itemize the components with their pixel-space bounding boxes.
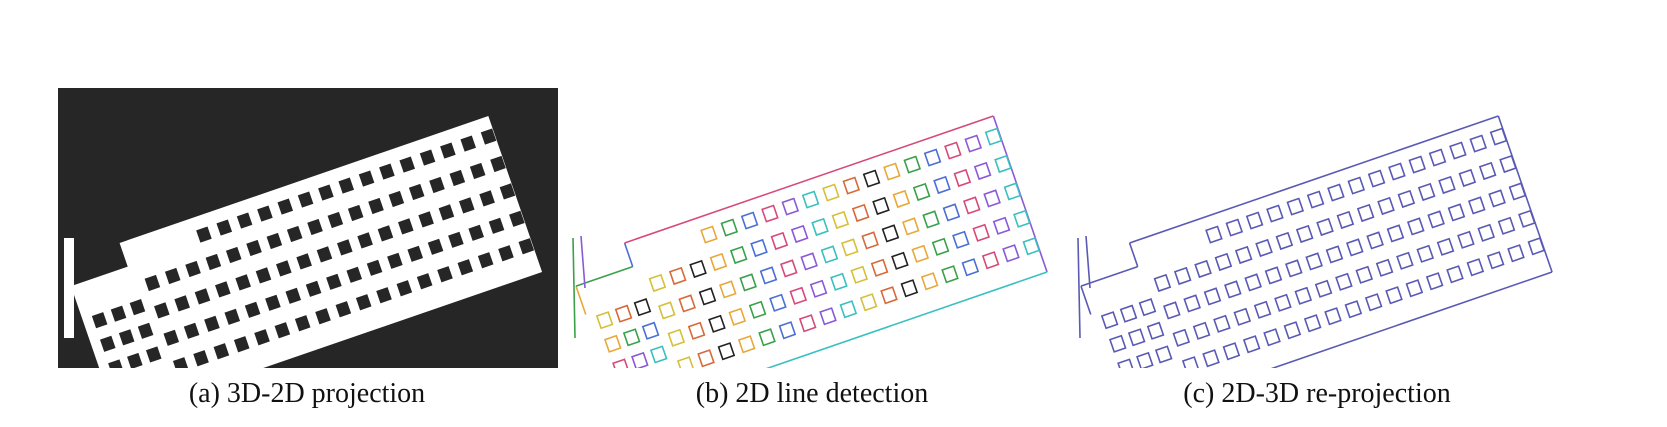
caption-b: (b) 2D line detection — [695, 378, 929, 409]
caption-a: (a) 3D-2D projection — [188, 378, 426, 409]
panel-b-line-detection — [563, 88, 1063, 368]
reprojected-lines — [1080, 115, 1553, 368]
caption-c: (c) 2D-3D re-projection — [1183, 378, 1451, 409]
detected-lines — [575, 115, 1048, 368]
projection-image — [58, 88, 558, 368]
mask-pole — [64, 238, 74, 338]
panel-c-reprojection — [1068, 88, 1568, 368]
building-mask — [70, 116, 543, 368]
line-detection-image — [572, 115, 1048, 368]
panel-a-projection — [58, 88, 558, 368]
reprojection-image — [1077, 115, 1553, 368]
